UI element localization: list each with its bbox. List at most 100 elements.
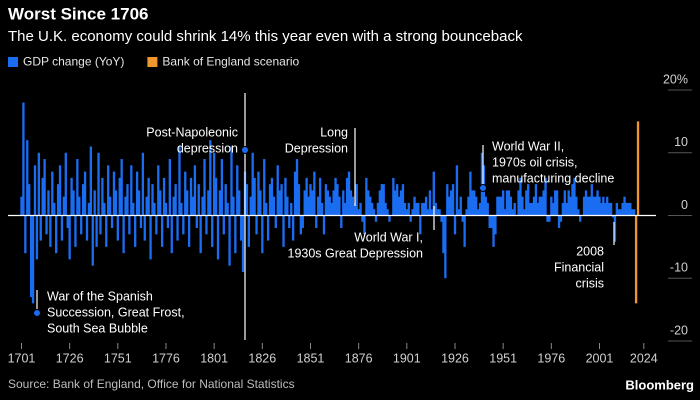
bar: [145, 196, 148, 216]
x-tick-label: 1701: [8, 351, 36, 365]
bar: [303, 190, 306, 216]
bar: [451, 184, 455, 216]
bar: [53, 202, 56, 216]
bar: [220, 159, 224, 216]
annotation-text: 1930s Great Depression: [288, 246, 424, 260]
bar: [571, 184, 574, 216]
bar: [133, 215, 137, 247]
bar: [457, 209, 461, 216]
bar: [575, 196, 578, 216]
bar: [116, 215, 119, 241]
bar: [328, 196, 331, 216]
annotation-text: depression: [177, 141, 238, 155]
bar: [486, 202, 489, 216]
annotation-text: crisis: [576, 276, 604, 290]
bar: [492, 215, 495, 247]
bar: [476, 209, 480, 216]
bar: [611, 215, 615, 218]
annotation-dot: [241, 146, 249, 154]
bar: [80, 215, 83, 235]
x-tick-label: 1776: [152, 351, 180, 365]
bar: [199, 215, 202, 254]
bar: [20, 196, 23, 216]
bar: [598, 196, 601, 216]
bar: [253, 177, 256, 216]
bar: [309, 184, 312, 216]
bar: [68, 215, 71, 260]
bar: [272, 196, 276, 216]
chart-title: Worst Since 1706: [8, 4, 148, 23]
bar: [164, 202, 168, 216]
source: Source: Bank of England, Office for Nati…: [8, 377, 295, 391]
bar: [35, 215, 39, 260]
bar: [559, 215, 563, 222]
annotation-dot: [33, 309, 41, 317]
x-tick-label: 1976: [537, 351, 565, 365]
x-tick-label: 2024: [630, 351, 658, 365]
bar: [62, 196, 66, 216]
bar: [417, 202, 420, 216]
bar: [43, 159, 46, 216]
bar: [347, 171, 351, 216]
bar: [315, 215, 318, 229]
bar: [236, 165, 239, 216]
x-tick-label: 1801: [200, 351, 228, 365]
bar: [407, 202, 410, 216]
bar: [455, 165, 459, 216]
bar: [430, 209, 434, 216]
bar: [613, 215, 617, 242]
bar: [332, 190, 335, 216]
bar: [513, 202, 516, 216]
bar: [214, 177, 218, 216]
bar: [143, 215, 146, 241]
bar: [108, 196, 112, 216]
bar: [521, 196, 524, 216]
bar: [193, 165, 197, 216]
bar: [166, 215, 170, 229]
x-tick-label: 2001: [586, 351, 614, 365]
bar: [370, 202, 374, 216]
bar: [554, 190, 557, 216]
bar: [182, 215, 185, 235]
bar: [384, 202, 387, 216]
bar: [471, 190, 474, 216]
bar: [212, 152, 216, 216]
bar: [263, 159, 266, 216]
bar: [286, 196, 289, 216]
bar: [473, 190, 476, 216]
legend-label: Bank of England scenario: [162, 55, 299, 69]
bar: [197, 184, 200, 216]
bar: [162, 177, 166, 216]
x-tick-label: 1926: [441, 351, 469, 365]
bar: [536, 202, 540, 216]
bar: [528, 202, 532, 216]
bar: [421, 202, 424, 216]
bar: [66, 215, 69, 229]
bar: [388, 215, 391, 222]
bar: [428, 190, 432, 216]
bar: [409, 215, 412, 222]
bar: [112, 171, 116, 216]
annotation-text: Depression: [285, 141, 348, 155]
bar: [203, 159, 206, 216]
bar: [22, 102, 25, 216]
bar: [245, 184, 249, 216]
bar: [155, 215, 158, 235]
bar: [415, 202, 418, 216]
bar: [307, 196, 310, 216]
bar: [548, 215, 551, 222]
bar: [631, 209, 634, 216]
x-tick-label: 1826: [248, 351, 276, 365]
bar: [438, 209, 441, 216]
bar: [114, 190, 118, 216]
bar: [629, 202, 632, 216]
bar: [228, 215, 231, 266]
bar: [168, 159, 172, 216]
bar: [498, 196, 501, 216]
bar: [178, 146, 181, 216]
bar: [174, 184, 177, 216]
bar: [135, 171, 139, 216]
bar: [579, 215, 582, 222]
bar: [239, 215, 243, 241]
